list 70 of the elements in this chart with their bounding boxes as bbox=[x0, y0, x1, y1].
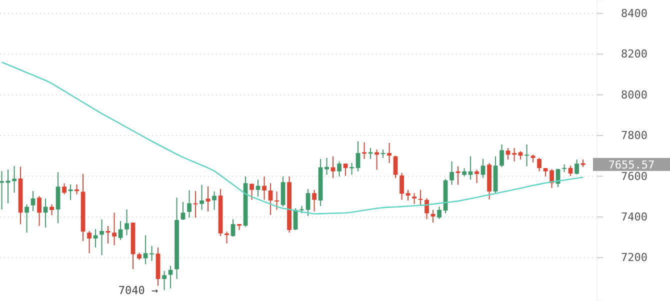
candlestick bbox=[6, 169, 10, 204]
candlestick bbox=[143, 234, 148, 265]
candlestick bbox=[537, 157, 542, 172]
y-tick-label: 7200 bbox=[621, 251, 648, 264]
candlestick bbox=[274, 191, 279, 210]
candlestick bbox=[206, 186, 210, 212]
candlestick bbox=[506, 147, 510, 160]
candlestick bbox=[350, 162, 354, 176]
candlestick bbox=[230, 218, 236, 238]
candlestick bbox=[118, 220, 123, 240]
candlestick bbox=[380, 149, 386, 158]
candlestick bbox=[374, 149, 379, 170]
line-series bbox=[1, 62, 584, 215]
candlestick bbox=[0, 170, 4, 210]
y-tick-label: 8000 bbox=[621, 88, 648, 102]
candlestick bbox=[480, 158, 486, 179]
candlestick bbox=[87, 230, 92, 254]
candlestick bbox=[268, 182, 273, 216]
candlestick bbox=[74, 184, 79, 195]
candlestick bbox=[62, 182, 66, 195]
candlestick bbox=[343, 163, 348, 176]
candlestick bbox=[368, 147, 373, 160]
candlestick bbox=[387, 142, 392, 164]
candlestick bbox=[56, 172, 60, 224]
candlestick bbox=[212, 191, 216, 210]
candlestick bbox=[124, 208, 129, 236]
candlestick bbox=[100, 218, 104, 256]
candlestick bbox=[30, 190, 36, 212]
y-tick-label: 8200 bbox=[621, 48, 648, 61]
candlestick bbox=[437, 206, 442, 220]
candlestick bbox=[512, 147, 516, 162]
candlestick bbox=[324, 157, 329, 176]
candlestick bbox=[450, 160, 454, 186]
y-tick-label: 7400 bbox=[621, 210, 648, 224]
y-tick-label: 8400 bbox=[621, 6, 648, 20]
candlestick bbox=[24, 204, 29, 234]
candlestick bbox=[50, 204, 54, 216]
candlestick bbox=[162, 270, 166, 291]
candlestick bbox=[250, 183, 254, 200]
candlestick bbox=[306, 188, 310, 216]
candlestick bbox=[262, 176, 266, 200]
candlestick bbox=[312, 189, 316, 212]
candlestick bbox=[337, 160, 342, 177]
candlestick bbox=[187, 190, 192, 218]
candlestick bbox=[150, 245, 154, 262]
candlestick bbox=[180, 202, 186, 220]
candlestick bbox=[12, 166, 16, 194]
candlestick bbox=[468, 156, 473, 180]
candlestick bbox=[362, 142, 366, 160]
text: 7655.57 bbox=[608, 158, 655, 172]
candlestick bbox=[280, 176, 286, 208]
candlestick bbox=[330, 156, 336, 179]
candlestick bbox=[200, 184, 204, 210]
candlestick bbox=[112, 212, 116, 246]
candlestick bbox=[424, 198, 429, 220]
candlestick bbox=[524, 144, 529, 167]
candlestick bbox=[412, 192, 416, 204]
candlestick bbox=[406, 189, 410, 201]
y-tick-label: 7600 bbox=[621, 170, 648, 183]
candlestick bbox=[224, 231, 229, 244]
candlestick bbox=[574, 159, 579, 175]
candlestick bbox=[356, 140, 360, 172]
candlestick bbox=[400, 172, 404, 200]
candlestick bbox=[474, 169, 479, 184]
y-tick-label: 7800 bbox=[621, 129, 648, 142]
candlestick bbox=[37, 195, 42, 226]
candlestick bbox=[256, 179, 260, 198]
annotation: 7040 → bbox=[118, 284, 158, 298]
candlestick bbox=[393, 155, 398, 179]
candlestick bbox=[500, 144, 504, 168]
